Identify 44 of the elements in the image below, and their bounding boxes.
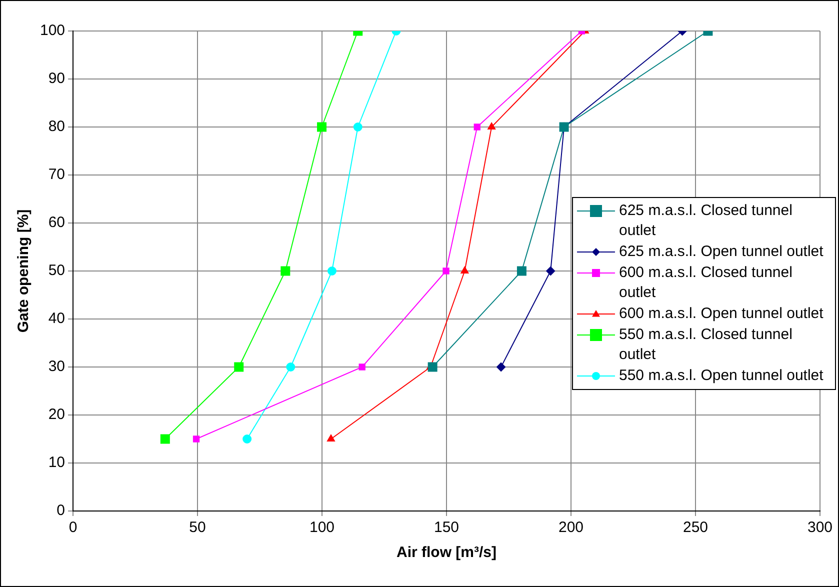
y-tick-label: 80 xyxy=(48,118,66,136)
point xyxy=(428,362,438,372)
y-tick-label: 100 xyxy=(40,22,66,40)
legend-label: 600 m.a.s.l. Open tunnel outlet xyxy=(619,304,824,324)
x-tick-label: 50 xyxy=(189,519,206,536)
x-tick-label: 250 xyxy=(682,519,708,536)
point xyxy=(353,122,362,132)
y-tick-label: 90 xyxy=(48,70,66,88)
legend-label: 600 m.a.s.l. Closed tunnel outlet xyxy=(619,263,794,303)
y-tick-label: 40 xyxy=(48,310,66,328)
legend-label: 550 m.a.s.l. Closed tunnel outlet xyxy=(619,325,794,365)
y-tick-label: 20 xyxy=(48,406,66,424)
y-tick-label: 60 xyxy=(48,214,66,232)
y-tick-label: 30 xyxy=(48,358,66,376)
x-axis-title: Air flow [m³/s] xyxy=(396,544,497,562)
point xyxy=(317,122,327,132)
point xyxy=(327,434,335,442)
point xyxy=(496,362,506,372)
point xyxy=(460,266,469,274)
y-tick-label: 10 xyxy=(48,454,66,472)
legend-label: 625 m.a.s.l. Open tunnel outlet xyxy=(619,242,824,262)
point xyxy=(546,266,556,276)
point xyxy=(286,362,296,372)
point xyxy=(280,266,290,276)
y-axis-title: Gate opening [%] xyxy=(15,209,32,333)
x-tick-label: 0 xyxy=(68,519,78,536)
point xyxy=(192,436,200,442)
point xyxy=(234,362,244,372)
point xyxy=(160,434,170,444)
legend-label: 550 m.a.s.l. Open tunnel outlet xyxy=(619,366,824,386)
point xyxy=(242,434,252,444)
x-tick-label: 300 xyxy=(807,519,833,536)
x-tick-label: 150 xyxy=(434,519,460,536)
point xyxy=(516,266,526,276)
y-tick-label: 50 xyxy=(48,262,66,280)
x-tick-label: 100 xyxy=(310,519,335,536)
y-tick-label: 70 xyxy=(48,166,66,184)
y-tick-label: 0 xyxy=(56,502,66,520)
x-tick-label: 200 xyxy=(558,519,584,536)
point xyxy=(358,364,366,370)
point xyxy=(474,124,480,130)
legend-label: 625 m.a.s.l. Closed tunnel outlet xyxy=(619,201,794,241)
point xyxy=(442,268,450,274)
point xyxy=(327,266,336,276)
